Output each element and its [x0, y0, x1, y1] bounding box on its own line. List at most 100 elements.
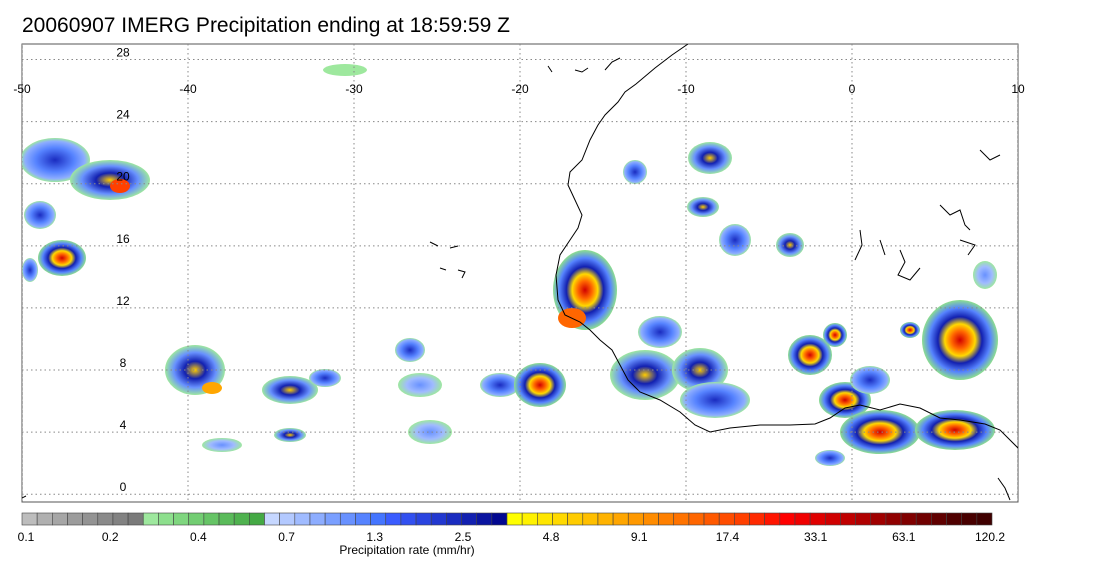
colorbar-swatch — [734, 512, 750, 526]
lat-label: 12 — [116, 294, 130, 308]
colorbar-swatch — [915, 512, 932, 526]
colorbar-swatch — [461, 512, 477, 526]
lat-label: 4 — [120, 418, 127, 432]
lat-label: 28 — [116, 46, 130, 60]
colorbar-swatch — [794, 512, 811, 526]
colorbar-tick-label: 2.5 — [455, 530, 472, 544]
colorbar-swatch — [855, 512, 872, 526]
lat-label: 20 — [116, 170, 130, 184]
colorbar-tick-labels: 0.1 0.2 0.4 0.7 1.3 2.5 4.8 9.1 17.4 33.1 63.1 120.… — [18, 530, 1006, 544]
colorbar-tick-label: 63.1 — [892, 530, 916, 544]
colorbar-swatch — [643, 512, 659, 526]
latitude-labels: 28 24 20 16 12 8 4 0 — [116, 46, 130, 495]
colorbar-swatch — [597, 512, 614, 526]
colorbar-swatch — [309, 512, 326, 526]
colorbar-swatch — [218, 512, 235, 526]
colorbar-swatch — [324, 512, 341, 526]
colorbar-swatch — [537, 512, 553, 526]
colorbar-swatch — [279, 512, 296, 526]
colorbar-swatch — [173, 512, 190, 526]
colorbar-swatch — [476, 512, 493, 526]
colorbar-swatch — [339, 512, 356, 526]
colorbar-label: Precipitation rate (mm/hr) — [339, 543, 474, 557]
colorbar-tick-label: 0.1 — [18, 530, 35, 544]
colorbar-swatch — [491, 512, 508, 526]
colorbar-swatch — [264, 512, 280, 526]
lon-label: -20 — [511, 82, 529, 96]
colorbar-swatch — [749, 512, 765, 526]
colorbar-swatch — [612, 512, 629, 526]
colorbar-tick-label: 120.2 — [975, 530, 1005, 544]
lon-label: 10 — [1011, 82, 1025, 96]
colorbar-swatch — [946, 512, 962, 526]
colorbar-tick-label: 0.4 — [190, 530, 207, 544]
lat-label: 0 — [120, 480, 127, 494]
colorbar-swatch — [627, 512, 644, 526]
colorbar-swatch — [688, 512, 705, 526]
lon-label: -50 — [13, 82, 31, 96]
colorbar-swatch — [658, 512, 675, 526]
colorbar-swatch — [779, 512, 796, 526]
colorbar-swatch — [885, 512, 902, 526]
colorbar-swatch — [355, 512, 371, 526]
colorbar-swatch — [703, 512, 720, 526]
colorbar-swatch — [809, 512, 826, 526]
colorbar-swatch — [21, 512, 38, 526]
lon-label: 0 — [849, 82, 856, 96]
lat-label: 24 — [116, 108, 130, 122]
colorbar-swatch — [36, 512, 53, 526]
colorbar-swatch — [400, 512, 417, 526]
colorbar-swatch — [931, 512, 947, 526]
colorbar-swatch — [582, 512, 599, 526]
colorbar-swatch — [506, 512, 523, 526]
colorbar-swatch — [370, 512, 387, 526]
precipitation-field — [22, 64, 998, 466]
colorbar-swatch — [158, 512, 174, 526]
colorbar-tick-label: 9.1 — [631, 530, 648, 544]
colorbar-swatch — [203, 512, 220, 526]
colorbar-swatch — [415, 512, 432, 526]
colorbar-swatch — [824, 512, 841, 526]
colorbar-swatch — [112, 512, 129, 526]
colorbar-swatch — [82, 512, 99, 526]
colorbar-swatch — [961, 512, 978, 526]
colorbar-tick-label: 4.8 — [543, 530, 560, 544]
colorbar-swatch — [552, 512, 568, 526]
lat-label: 16 — [116, 232, 130, 246]
colorbar-swatch — [67, 512, 83, 526]
colorbar-swatch — [294, 512, 311, 526]
colorbar-swatch — [870, 512, 887, 526]
lat-label: 8 — [120, 356, 127, 370]
lon-label: -40 — [179, 82, 197, 96]
longitude-labels: -50 -40 -30 -20 -10 0 10 — [13, 82, 1025, 96]
colorbar-swatch — [430, 512, 447, 526]
colorbar-swatch — [97, 512, 114, 526]
lon-label: -10 — [677, 82, 695, 96]
colorbar-tick-label: 1.3 — [366, 530, 383, 544]
colorbar-swatch — [718, 512, 735, 526]
coastline — [22, 44, 1018, 501]
colorbar-swatch — [764, 512, 781, 526]
colorbar-swatch — [127, 512, 144, 526]
colorbar-swatch — [976, 512, 993, 526]
colorbar-swatch — [188, 512, 205, 526]
colorbar-swatch — [900, 512, 917, 526]
colorbar-swatch — [840, 512, 856, 526]
colorbar-swatches — [21, 512, 993, 526]
colorbar-swatch — [446, 512, 462, 526]
colorbar-swatch — [567, 512, 584, 526]
colorbar-swatch — [249, 512, 265, 526]
chart-title: 20060907 IMERG Precipitation ending at 1… — [22, 14, 510, 37]
colorbar-swatch — [52, 512, 68, 526]
colorbar-swatch — [142, 512, 159, 526]
colorbar-tick-label: 17.4 — [716, 530, 740, 544]
colorbar-tick-label: 33.1 — [804, 530, 828, 544]
colorbar-tick-label: 0.7 — [278, 530, 295, 544]
lon-label: -30 — [345, 82, 363, 96]
colorbar-tick-label: 0.2 — [102, 530, 119, 544]
colorbar-swatch — [521, 512, 538, 526]
colorbar-swatch — [385, 512, 402, 526]
colorbar-swatch — [673, 512, 690, 526]
